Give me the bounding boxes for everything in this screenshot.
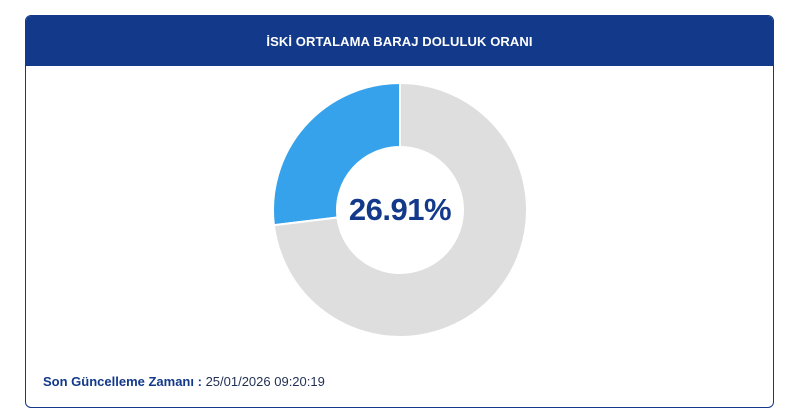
- slice-empty[interactable]: [273, 83, 527, 337]
- donut-chart-svg: [273, 83, 527, 337]
- last-update-value: 25/01/2026 09:20:19: [205, 374, 325, 389]
- donut-chart: 26.91%: [273, 83, 527, 337]
- slice-filled[interactable]: [273, 83, 401, 227]
- last-update-separator: :: [194, 374, 206, 389]
- last-update: Son Güncelleme Zamanı : 25/01/2026 09:20…: [43, 374, 325, 389]
- card-title: İSKİ ORTALAMA BARAJ DOLULUK ORANI: [266, 33, 533, 49]
- occupancy-percentage: 26.91%: [348, 192, 452, 227]
- last-update-label: Son Güncelleme Zamanı: [43, 374, 194, 389]
- dam-occupancy-card: İSKİ ORTALAMA BARAJ DOLULUK ORANI 26.91%…: [25, 15, 774, 408]
- card-header: İSKİ ORTALAMA BARAJ DOLULUK ORANI: [26, 16, 773, 66]
